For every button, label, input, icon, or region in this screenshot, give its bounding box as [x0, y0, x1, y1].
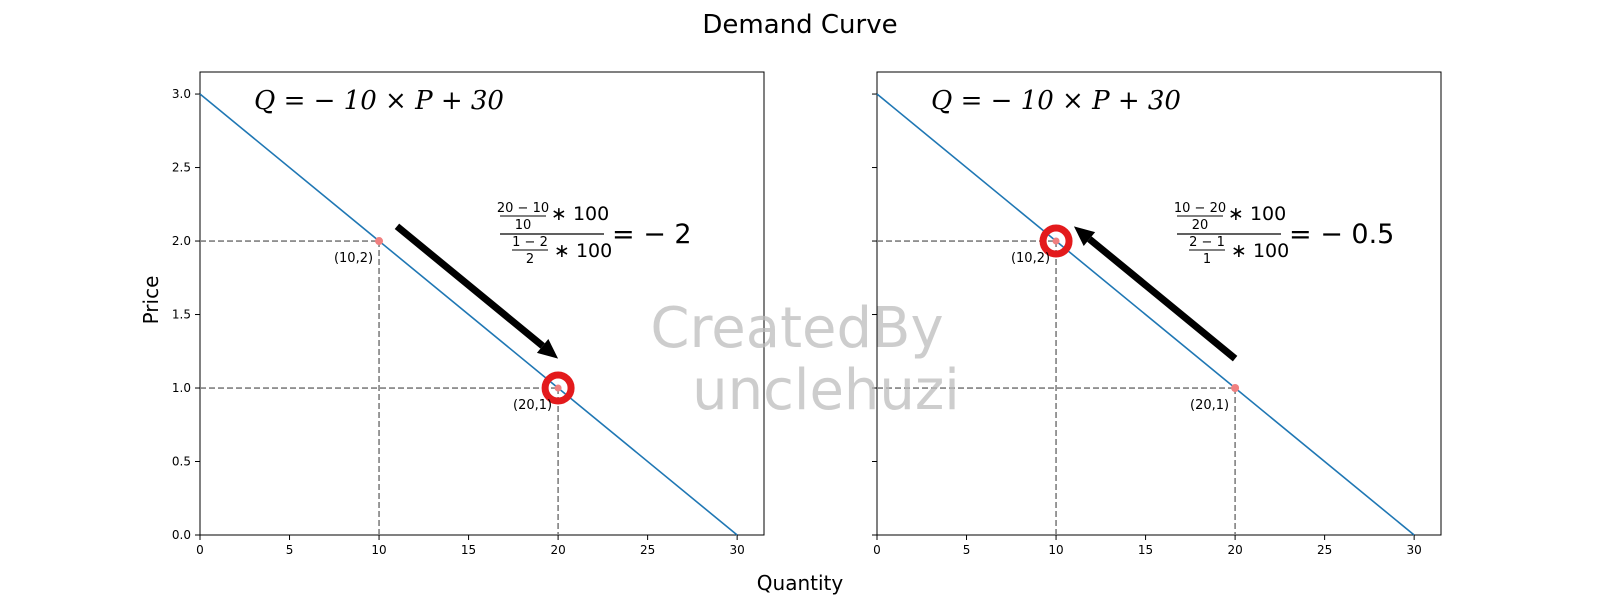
- watermark-line-1: CreatedBy: [650, 296, 943, 361]
- panel-2: 0 5 10 15 20 25 30 (10,2) (20,1) Q = − 10 × P + 3…: [872, 71, 1442, 557]
- direction-arrow-shaft: [1087, 236, 1238, 362]
- y-tick-label: 0.0: [172, 528, 191, 542]
- point-label: (10,2): [1011, 251, 1050, 266]
- highlight-marker: [541, 371, 575, 405]
- y-tick-label: 1.0: [172, 381, 191, 395]
- chart-panels: 0 5 10 15 20 25 300.00.51.01.52.02.53.0(10,2)(…: [172, 71, 1442, 557]
- demand-line: [876, 93, 1415, 536]
- panel-1: 0 5 10 15 20 25 30 0.0 0.5 1.0 1.5 2.0 2.5 3.0 (10,2) (…: [172, 71, 765, 557]
- figure-title: Demand Curve: [702, 10, 897, 40]
- x-tick-label: 25: [640, 543, 655, 557]
- data-point: [375, 237, 384, 246]
- direction-arrow-head: [536, 338, 559, 359]
- numerator-bottom: 10: [515, 218, 532, 233]
- y-tick-label: 3.0: [172, 87, 191, 101]
- plot-frame: [199, 71, 765, 536]
- y-tick-label: 2.5: [172, 161, 191, 175]
- numerator-top: 20 − 10: [497, 201, 549, 216]
- y-tick-label: 0.5: [172, 455, 191, 469]
- demand-equation: Q = − 10 × P + 30: [931, 86, 1181, 116]
- plot-frame: [876, 71, 1442, 536]
- denominator-top: 1 − 2: [512, 235, 548, 250]
- numerator-multiplier: ∗ 100: [1228, 203, 1286, 225]
- x-tick-label: 5: [286, 543, 294, 557]
- data-point: [1231, 384, 1240, 393]
- direction-arrow-shaft: [394, 223, 545, 349]
- numerator-top: 10 − 20: [1174, 201, 1226, 216]
- y-tick-label: 2.0: [172, 234, 191, 248]
- elasticity-result: = − 2: [612, 219, 692, 250]
- denominator-multiplier: ∗ 100: [1231, 240, 1289, 262]
- point-label: (20,1): [1190, 398, 1229, 413]
- point-label: (10,2): [334, 251, 373, 266]
- y-axis-title: Price: [139, 276, 163, 325]
- x-tick-label: 0: [196, 543, 204, 557]
- denominator-multiplier: ∗ 100: [554, 240, 612, 262]
- x-tick-label: 0: [873, 543, 881, 557]
- x-tick-label: 5: [963, 543, 971, 557]
- x-tick-label: 20: [550, 543, 565, 557]
- x-tick-label: 10: [1048, 543, 1063, 557]
- denominator-bottom: 1: [1203, 252, 1211, 267]
- numerator-bottom: 20: [1192, 218, 1209, 233]
- demand-equation: Q = − 10 × P + 30: [254, 86, 504, 116]
- elasticity-result: = − 0.5: [1289, 219, 1394, 250]
- y-tick-label: 1.5: [172, 308, 191, 322]
- x-axis-title: Quantity: [757, 571, 844, 595]
- numerator-multiplier: ∗ 100: [551, 203, 609, 225]
- x-tick-label: 30: [730, 543, 745, 557]
- highlight-marker: [1039, 224, 1073, 258]
- x-tick-label: 20: [1227, 543, 1242, 557]
- demand-line: [199, 93, 738, 536]
- x-tick-label: 30: [1407, 543, 1422, 557]
- point-label: (20,1): [513, 398, 552, 413]
- x-tick-label: 10: [371, 543, 386, 557]
- x-tick-label: 15: [461, 543, 476, 557]
- watermark-line-2: unclehuzi: [692, 358, 960, 423]
- denominator-bottom: 2: [526, 252, 534, 267]
- direction-arrow-head: [1073, 226, 1096, 246]
- x-tick-label: 15: [1138, 543, 1153, 557]
- data-point: [1052, 237, 1060, 245]
- data-point: [554, 384, 562, 392]
- denominator-top: 2 − 1: [1189, 235, 1225, 250]
- x-tick-label: 25: [1317, 543, 1332, 557]
